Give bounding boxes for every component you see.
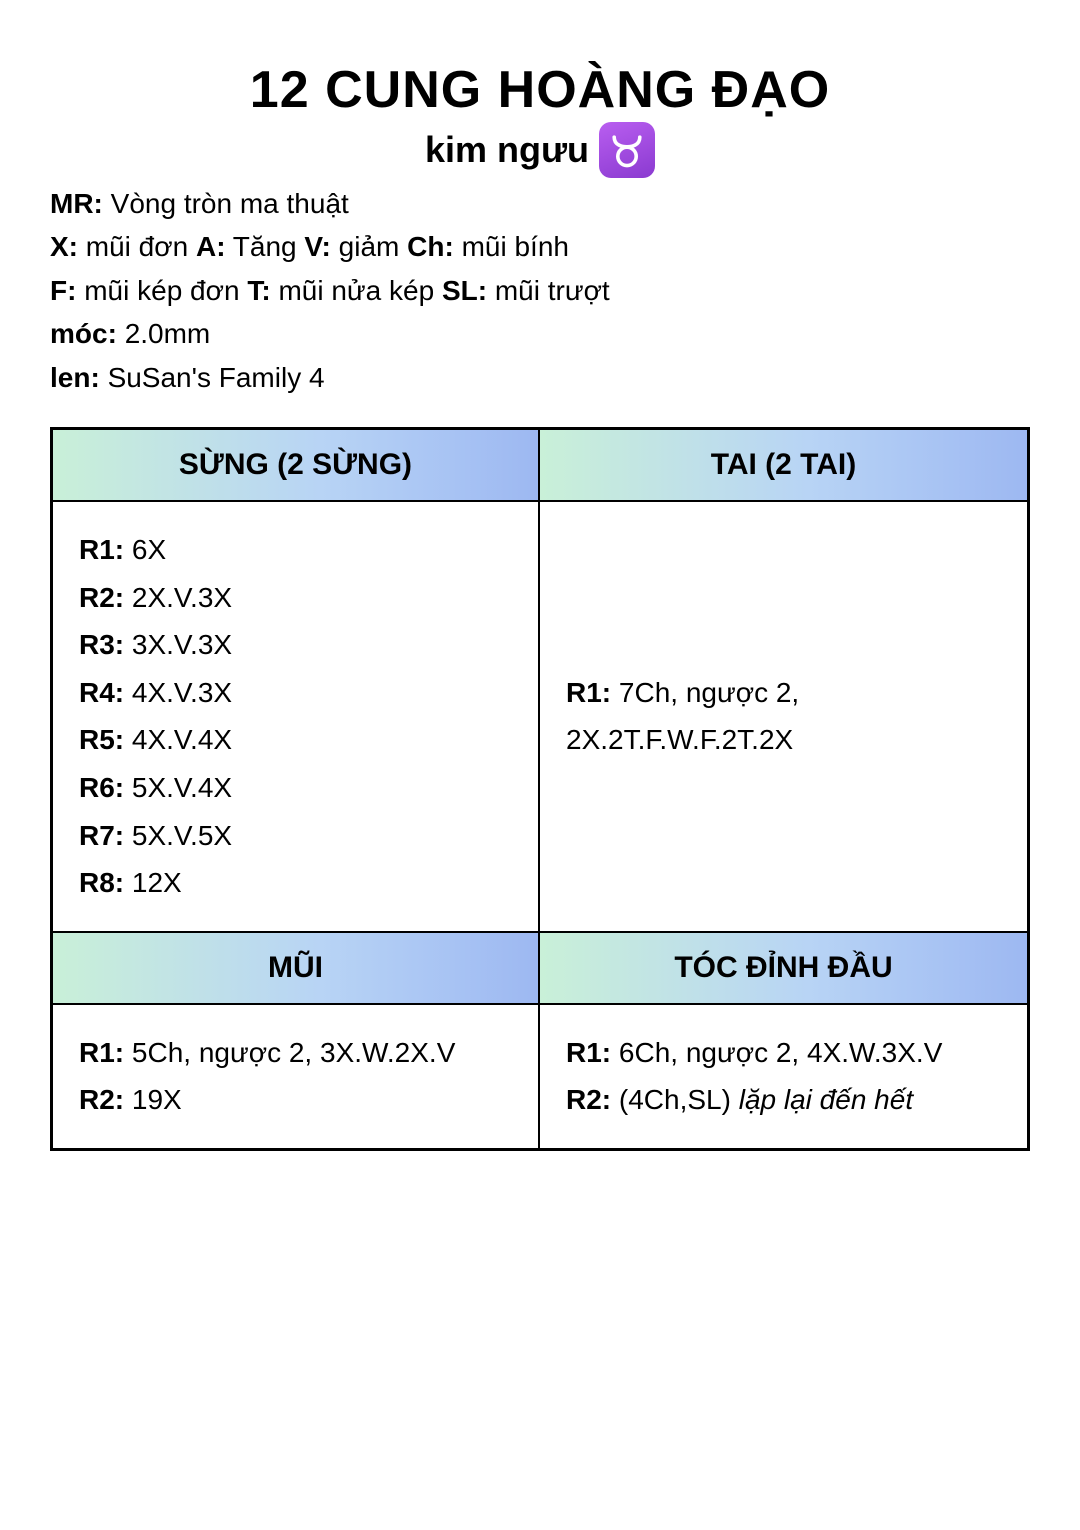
- legend-line-3: F: mũi kép đơn T: mũi nửa kép SL: mũi tr…: [50, 269, 1030, 312]
- subtitle: kim ngưu: [425, 129, 589, 171]
- header-tai: TAI (2 TAI): [540, 430, 1027, 502]
- table-row: R8: 12X: [79, 859, 512, 907]
- cell-mui: R1: 5Ch, ngược 2, 3X.W.2X.V R2: 19X: [53, 1005, 540, 1148]
- subtitle-row: kim ngưu: [50, 122, 1030, 178]
- table-row: R1: 7Ch, ngược 2,: [566, 669, 1001, 717]
- taurus-icon: [599, 122, 655, 178]
- cell-tai: R1: 7Ch, ngược 2, 2X.2T.F.W.F.2T.2X: [540, 502, 1027, 933]
- cell-sung: R1: 6X R2: 2X.V.3X R3: 3X.V.3X R4: 4X.V.…: [53, 502, 540, 933]
- table-row: R1: 5Ch, ngược 2, 3X.W.2X.V: [79, 1029, 512, 1077]
- legend-line-1: MR: Vòng tròn ma thuật: [50, 182, 1030, 225]
- legend-block: MR: Vòng tròn ma thuật X: mũi đơn A: Tăn…: [50, 182, 1030, 399]
- table-row: R3: 3X.V.3X: [79, 621, 512, 669]
- legend-line-2: X: mũi đơn A: Tăng V: giảm Ch: mũi bính: [50, 225, 1030, 268]
- cell-toc: R1: 6Ch, ngược 2, 4X.W.3X.V R2: (4Ch,SL)…: [540, 1005, 1027, 1148]
- table-row: R1: 6Ch, ngược 2, 4X.W.3X.V: [566, 1029, 1001, 1077]
- table-row: R4: 4X.V.3X: [79, 669, 512, 717]
- table-row: R2: 19X: [79, 1076, 512, 1124]
- table-row: R2: (4Ch,SL) lặp lại đến hết: [566, 1076, 1001, 1124]
- header-mui: MŨI: [53, 933, 540, 1005]
- table-row: R1: 6X: [79, 526, 512, 574]
- header-sung: SỪNG (2 SỪNG): [53, 430, 540, 502]
- header-toc: TÓC ĐỈNH ĐẦU: [540, 933, 1027, 1005]
- pattern-table: SỪNG (2 SỪNG) TAI (2 TAI) R1: 6X R2: 2X.…: [50, 427, 1030, 1151]
- page-title: 12 CUNG HOÀNG ĐẠO: [50, 60, 1030, 120]
- legend-line-4: móc: 2.0mm: [50, 312, 1030, 355]
- table-row: R6: 5X.V.4X: [79, 764, 512, 812]
- table-row: 2X.2T.F.W.F.2T.2X: [566, 716, 1001, 764]
- table-row: R5: 4X.V.4X: [79, 716, 512, 764]
- table-row: R7: 5X.V.5X: [79, 812, 512, 860]
- legend-line-5: len: SuSan's Family 4: [50, 356, 1030, 399]
- table-row: R2: 2X.V.3X: [79, 574, 512, 622]
